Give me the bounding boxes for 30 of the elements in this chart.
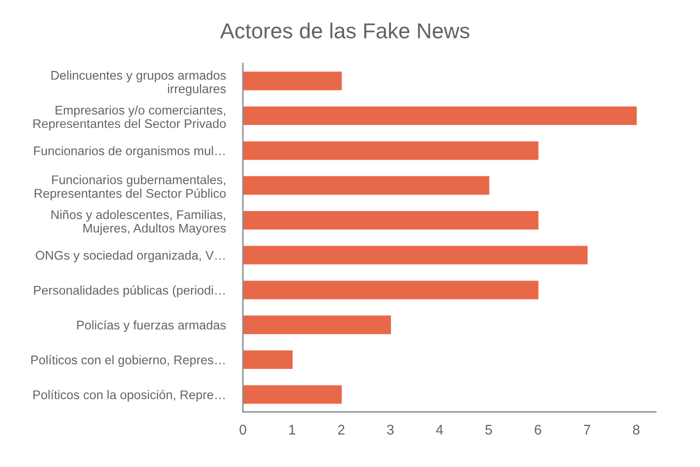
bar xyxy=(242,141,538,160)
bar xyxy=(242,316,391,334)
x-tick-label: 2 xyxy=(338,424,344,434)
bar xyxy=(242,280,538,300)
y-tick-label: Funcionarios de organismos mul… xyxy=(34,146,225,158)
bar xyxy=(242,350,293,369)
bar xyxy=(242,176,490,195)
y-tick-label: Niños y adolescentes, Familias, Mujeres, Adultos Mayores xyxy=(52,210,226,236)
bar xyxy=(242,72,342,90)
y-tick-label: Políticos con el gobierno, Repres… xyxy=(31,355,225,367)
bar xyxy=(242,211,538,230)
x-tick-label: 0 xyxy=(240,424,246,435)
bar xyxy=(242,106,637,126)
x-tick-label: 7 xyxy=(584,424,590,434)
y-tick-label: ONGs y sociedad organizada, V… xyxy=(36,250,225,262)
x-tick-label: 1 xyxy=(289,424,296,434)
x-tick-label: 8 xyxy=(632,424,640,435)
bar xyxy=(242,385,342,404)
y-tick-label: Personalidades públicas (periodi… xyxy=(34,285,225,298)
y-tick-label: Funcionarios gubernamentales, Representantes del Sector Público xyxy=(34,175,226,200)
chart-title: Actores de las Fake News xyxy=(220,22,470,38)
y-tick-label: Políticos con la oposición, Repre… xyxy=(33,390,225,402)
y-tick-label: Policías y fuerzas armadas xyxy=(77,320,226,332)
y-tick-label: Empresarios y/o comerciantes, Representantes del Sector Privado xyxy=(33,105,226,131)
x-tick-label: 3 xyxy=(387,424,394,435)
x-tick-label: 6 xyxy=(534,424,542,435)
bar xyxy=(242,246,588,264)
x-tick-label: 5 xyxy=(485,424,492,435)
y-tick-label: Delincuentes y grupos armados irregulares xyxy=(51,70,226,96)
x-tick-label: 4 xyxy=(436,424,444,434)
